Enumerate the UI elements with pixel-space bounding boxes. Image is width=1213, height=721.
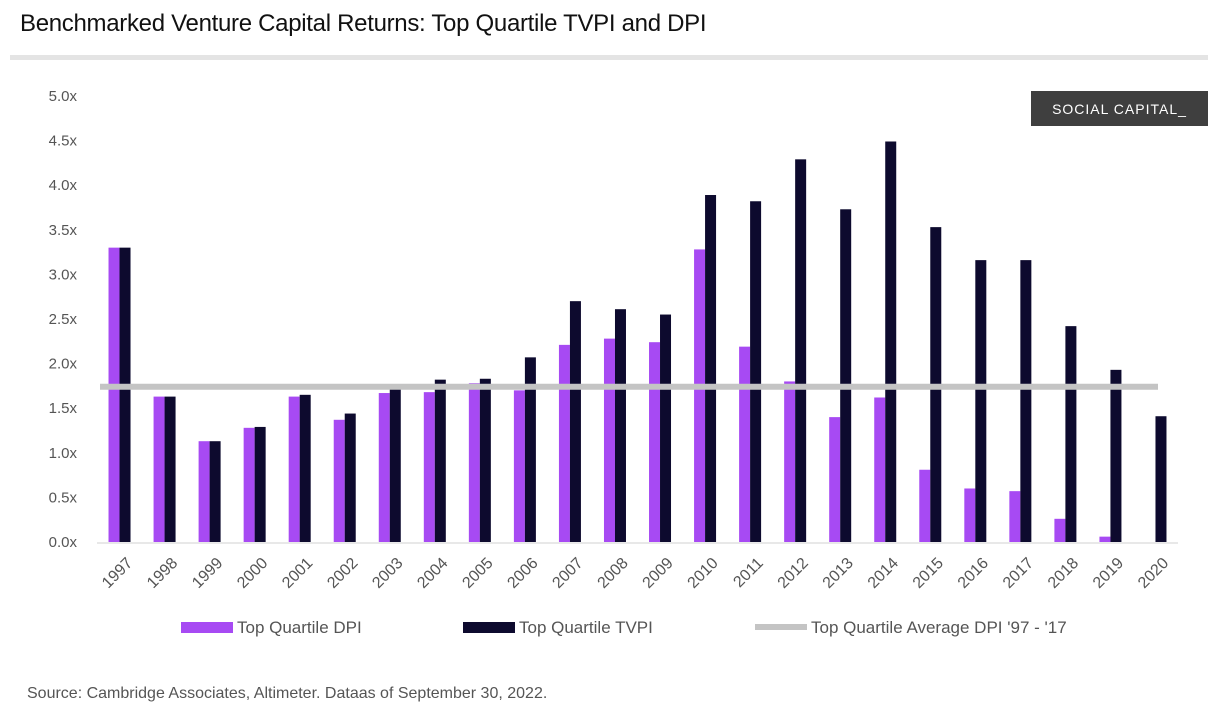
y-tick-label: 0.5x [49, 489, 78, 506]
dpi-bar [649, 342, 661, 542]
dpi-bar [1054, 518, 1066, 542]
dpi-bar [333, 419, 345, 542]
x-tick-label: 2009 [640, 555, 677, 592]
title-divider [10, 55, 1208, 60]
x-tick-label: 2002 [324, 555, 361, 592]
tvpi-bar [750, 201, 762, 543]
tvpi-bar [479, 378, 491, 542]
dpi-bar [739, 346, 751, 542]
tvpi-bar [119, 247, 131, 542]
x-tick-label: 2010 [685, 555, 722, 592]
tvpi-bar [344, 413, 356, 542]
bars [108, 141, 1167, 543]
x-tick-label: 1998 [144, 555, 181, 592]
dpi-bar [288, 396, 300, 542]
y-tick-label: 5.0x [49, 88, 78, 105]
dpi-bar [964, 488, 976, 542]
x-tick-label: 2003 [369, 555, 406, 592]
legend-dpi-label: Top Quartile DPI [237, 618, 362, 637]
tvpi-bar [209, 441, 221, 542]
tvpi-bar [705, 195, 717, 542]
tvpi-bar [524, 357, 536, 542]
x-tick-label: 2012 [775, 555, 812, 592]
legend-average-dpi-label: Top Quartile Average DPI '97 - '17 [811, 618, 1067, 637]
brand-badge: SOCIAL CAPITAL_ [1031, 91, 1208, 126]
dpi-bar [874, 397, 886, 542]
x-tick-label: 2016 [955, 555, 992, 592]
tvpi-bar [1155, 416, 1167, 542]
tvpi-bar [299, 394, 311, 542]
x-tick-label: 2020 [1135, 555, 1172, 592]
dpi-bar [1009, 491, 1021, 542]
dpi-bar [198, 441, 210, 542]
dpi-bar [784, 381, 796, 542]
tvpi-bar [840, 209, 852, 542]
x-tick-label: 2008 [595, 555, 632, 592]
x-tick-label: 2005 [459, 555, 496, 592]
tvpi-bar [1110, 369, 1122, 542]
legend-dpi-swatch [181, 622, 233, 633]
x-tick-label: 2017 [1000, 555, 1037, 592]
y-tick-label: 0.0x [49, 534, 78, 551]
y-tick-label: 3.5x [49, 222, 78, 239]
legend-tvpi-label: Top Quartile TVPI [519, 618, 653, 637]
x-tick-label: 2007 [549, 555, 586, 592]
tvpi-bar [434, 379, 446, 542]
legend: Top Quartile DPI Top Quartile TVPI Top Qua… [181, 618, 1067, 637]
x-axis: 1997 1998 1999 2000 2001 2002 2003 2004 2005 2006… [99, 555, 1172, 592]
tvpi-bar [389, 384, 401, 542]
x-tick-label: 2015 [910, 555, 947, 592]
x-tick-label: 2019 [1090, 555, 1127, 592]
dpi-bar [829, 417, 841, 542]
x-tick-label: 2000 [234, 555, 271, 592]
dpi-bar [468, 383, 480, 542]
x-tick-label: 2014 [865, 555, 902, 592]
tvpi-bar [1020, 260, 1032, 542]
source-note: Source: Cambridge Associates, Altimeter.… [27, 685, 548, 702]
tvpi-bar [795, 159, 807, 542]
y-axis: 0.0x 0.5x 1.0x 1.5x 2.0x 2.5x 3.0x 3.5x 4.0x 4.5x… [49, 88, 78, 551]
x-tick-label: 1997 [99, 555, 136, 592]
tvpi-bar [614, 309, 626, 542]
dpi-bar [153, 396, 165, 542]
tvpi-bar [975, 260, 987, 542]
y-tick-label: 2.5x [49, 311, 78, 328]
y-tick-label: 2.0x [49, 356, 78, 373]
dpi-bar [603, 338, 615, 542]
x-tick-label: 2011 [731, 555, 767, 591]
y-tick-label: 1.0x [49, 445, 78, 462]
tvpi-bar [254, 426, 266, 542]
y-tick-label: 4.0x [49, 177, 78, 194]
dpi-bar [243, 427, 255, 542]
y-tick-label: 1.5x [49, 400, 78, 417]
x-tick-label: 2013 [820, 555, 857, 592]
tvpi-bar [660, 314, 672, 542]
x-tick-label: 2001 [279, 555, 316, 592]
x-tick-label: 2004 [414, 555, 451, 592]
bar-chart: 0.0x 0.5x 1.0x 1.5x 2.0x 2.5x 3.0x 3.5x 4.0x 4.5x… [49, 88, 1178, 637]
dpi-bar [694, 249, 706, 542]
dpi-bar [378, 393, 390, 542]
tvpi-bar [1065, 326, 1077, 542]
dpi-bar [919, 469, 931, 542]
y-tick-label: 3.0x [49, 266, 78, 283]
dpi-bar [423, 392, 435, 542]
dpi-bar [558, 344, 570, 542]
y-tick-label: 4.5x [49, 133, 78, 150]
dpi-bar [1099, 536, 1111, 542]
dpi-bar [513, 390, 525, 542]
tvpi-bar [569, 301, 581, 542]
x-tick-label: 2018 [1045, 555, 1082, 592]
legend-tvpi-swatch [463, 622, 515, 633]
x-tick-label: 1999 [189, 555, 226, 592]
x-tick-label: 2006 [504, 555, 541, 592]
chart-title: Benchmarked Venture Capital Returns: Top… [20, 10, 707, 37]
tvpi-bar [885, 141, 897, 542]
tvpi-bar [164, 396, 176, 542]
dpi-bar [108, 247, 120, 542]
